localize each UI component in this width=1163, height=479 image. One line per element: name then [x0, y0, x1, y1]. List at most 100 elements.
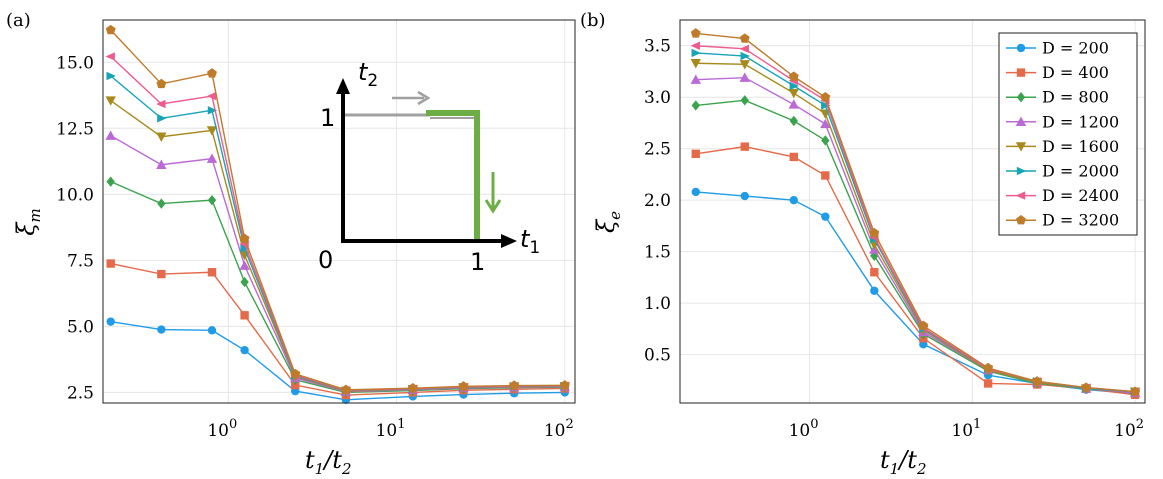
data-point [739, 33, 750, 43]
y-tick-label: 10.0 [56, 185, 94, 205]
y-tick-label: 1.5 [644, 243, 671, 263]
series-line [110, 75, 565, 392]
y-tick-label: 2.5 [644, 140, 671, 160]
chart-panel-b: (b) 0.5 1.0 1.5 2.0 2.5 3.0 3.5 100 101 102 t1/t2… [580, 10, 1146, 478]
legend-box [998, 32, 1138, 236]
data-point [788, 88, 799, 99]
data-point [690, 74, 701, 84]
data-point [207, 268, 217, 277]
data-point [157, 269, 166, 279]
data-point [105, 130, 116, 140]
data-point [105, 96, 116, 106]
legend-item: D = 3200 [1006, 211, 1119, 230]
legend-item: D = 400 [1006, 63, 1109, 82]
data-point [821, 135, 830, 146]
y-tick-label: 1.0 [644, 294, 671, 314]
data-point [509, 380, 520, 390]
data-point [788, 99, 799, 109]
data-point [240, 276, 249, 288]
x-axis-label-b: t1/t2 [880, 446, 926, 478]
y-tick-label: 12.5 [56, 119, 94, 139]
inset-x-arrowhead [501, 234, 517, 248]
plot-frame-b [679, 19, 1146, 404]
data-point [691, 100, 700, 111]
inset-x-label: t1 [520, 225, 540, 258]
data-point [869, 227, 880, 238]
plot-frame-a [102, 19, 576, 404]
series-a-4 [105, 130, 570, 396]
legend-item: D = 2000 [1006, 162, 1119, 181]
y-tick-label: 2.0 [644, 191, 671, 211]
inset-green-path [426, 110, 480, 239]
data-point [559, 380, 570, 390]
legend-item: D = 1600 [1006, 137, 1119, 156]
x-tick-label: 100 [207, 417, 237, 441]
legend: D = 200 D = 400 D = 800 D = 1200 D = 1600 D =… [998, 32, 1138, 236]
data-point [106, 317, 115, 326]
data-point [157, 325, 166, 334]
data-point [691, 187, 700, 197]
legend-label: D = 200 [1042, 39, 1109, 58]
data-point [1081, 382, 1092, 392]
x-axis-label-a: t1/t2 [305, 446, 351, 478]
legend-label: D = 3200 [1042, 211, 1119, 230]
series-a-8 [105, 24, 570, 394]
legend-label: D = 400 [1042, 63, 1109, 82]
y-axis-label-a: ξm [12, 208, 44, 235]
legend-label: D = 2000 [1042, 162, 1119, 181]
inset-y-label: t2 [358, 58, 378, 91]
series-line [110, 135, 565, 393]
data-point [240, 244, 250, 253]
data-point [691, 149, 700, 159]
data-point [240, 345, 249, 355]
data-point [156, 78, 167, 89]
legend-label: D = 800 [1042, 88, 1109, 107]
series-line [110, 29, 565, 391]
data-point [690, 41, 700, 50]
data-point [206, 153, 218, 163]
data-point [983, 362, 994, 373]
data-point [870, 286, 879, 295]
data-point [105, 24, 116, 35]
series-a-6 [106, 71, 570, 395]
data-point [157, 114, 167, 123]
data-point [106, 71, 116, 81]
data-point [740, 95, 749, 106]
inset-y-arrowhead [336, 78, 350, 94]
legend-marker [1015, 191, 1026, 200]
legend-label: D = 2400 [1042, 186, 1119, 205]
series-line [110, 99, 565, 392]
y-tick-label: 7.5 [67, 251, 94, 271]
series-line [110, 320, 565, 401]
legend-item: D = 2400 [1006, 186, 1119, 205]
data-point [291, 380, 300, 390]
data-point [788, 71, 799, 81]
data-point [207, 106, 218, 115]
x-tick-label: 101 [376, 417, 406, 441]
data-point [789, 115, 798, 127]
data-point [106, 259, 115, 268]
data-point [206, 91, 217, 101]
series-line [110, 262, 565, 396]
data-point [207, 194, 217, 206]
data-point [820, 92, 831, 102]
legend-marker [1015, 142, 1027, 152]
y-axis-label-b: ξe [592, 211, 624, 233]
x-tick-label: 101 [951, 417, 981, 441]
data-point [156, 159, 167, 169]
data-point [691, 48, 701, 58]
data-point [740, 191, 749, 201]
data-point [240, 311, 249, 320]
legend-marker [1015, 116, 1027, 126]
inset-down-arrowhead-icon [484, 199, 502, 214]
legend-marker [1016, 43, 1026, 53]
series-line [695, 32, 1136, 393]
legend-item: D = 800 [1006, 88, 1109, 107]
panel-label-b: (b) [580, 10, 606, 31]
series-line [110, 55, 565, 392]
data-point [157, 198, 166, 209]
data-point [739, 44, 749, 54]
inset-origin-label: 0 [318, 246, 333, 274]
